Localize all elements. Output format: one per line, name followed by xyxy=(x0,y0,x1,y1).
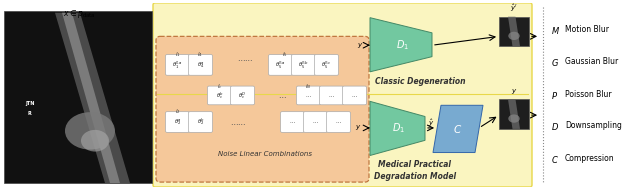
FancyBboxPatch shape xyxy=(319,86,344,105)
Polygon shape xyxy=(370,18,432,72)
Text: $P$: $P$ xyxy=(551,90,558,101)
Text: Classic Degeneration: Classic Degeneration xyxy=(375,77,465,86)
Polygon shape xyxy=(55,13,130,183)
Text: Downsampling: Downsampling xyxy=(565,121,622,130)
Ellipse shape xyxy=(508,32,520,40)
FancyBboxPatch shape xyxy=(269,55,292,75)
Text: $D$: $D$ xyxy=(551,121,559,132)
Bar xyxy=(499,17,529,46)
Text: $l_4$: $l_4$ xyxy=(197,50,203,59)
FancyBboxPatch shape xyxy=(326,112,351,132)
Text: Poisson Blur: Poisson Blur xyxy=(565,90,612,99)
Text: Motion Blur: Motion Blur xyxy=(565,24,609,33)
FancyBboxPatch shape xyxy=(156,36,369,182)
Text: R: R xyxy=(27,111,31,116)
Text: $l_5$: $l_5$ xyxy=(282,50,288,59)
Text: $M$: $M$ xyxy=(551,24,560,36)
Polygon shape xyxy=(508,99,520,129)
Text: $D_1$: $D_1$ xyxy=(392,122,405,135)
FancyBboxPatch shape xyxy=(230,86,255,105)
FancyBboxPatch shape xyxy=(189,55,212,75)
Polygon shape xyxy=(62,13,120,183)
Text: $l_N$: $l_N$ xyxy=(305,82,311,91)
Text: $G$: $G$ xyxy=(551,57,559,68)
Text: $y$: $y$ xyxy=(357,41,363,50)
Text: $\theta_1^{l_1 a}$: $\theta_1^{l_1 a}$ xyxy=(172,59,182,70)
Text: $\theta_5^{l_5 c}$: $\theta_5^{l_5 c}$ xyxy=(321,59,332,70)
Text: Noise Linear Combinations: Noise Linear Combinations xyxy=(218,151,312,157)
FancyBboxPatch shape xyxy=(303,112,328,132)
FancyBboxPatch shape xyxy=(153,3,532,187)
Text: $\cdots$: $\cdots$ xyxy=(278,91,286,100)
Text: $\cdots\cdots$: $\cdots\cdots$ xyxy=(230,117,246,127)
Text: $\theta_2^{b}$: $\theta_2^{b}$ xyxy=(196,117,204,127)
Polygon shape xyxy=(370,101,425,156)
Polygon shape xyxy=(508,17,520,46)
Text: $\cdots\cdots$: $\cdots\cdots$ xyxy=(237,53,253,62)
FancyBboxPatch shape xyxy=(342,86,367,105)
Text: $\cdots$: $\cdots$ xyxy=(328,93,335,98)
Text: $x \in p_{\mathrm{data}}$: $x \in p_{\mathrm{data}}$ xyxy=(63,8,95,20)
Ellipse shape xyxy=(508,114,520,123)
Text: $l_c$: $l_c$ xyxy=(217,82,223,91)
Bar xyxy=(4,11,152,183)
Text: $C$: $C$ xyxy=(453,123,463,135)
Polygon shape xyxy=(433,105,483,153)
FancyBboxPatch shape xyxy=(291,55,316,75)
FancyBboxPatch shape xyxy=(207,86,232,105)
Text: $\theta_5^{l_5 b}$: $\theta_5^{l_5 b}$ xyxy=(298,59,308,70)
Text: $l_2$: $l_2$ xyxy=(175,107,181,116)
Text: $y$: $y$ xyxy=(355,123,361,132)
Text: $\theta_5^{l_5 a}$: $\theta_5^{l_5 a}$ xyxy=(275,59,285,70)
FancyBboxPatch shape xyxy=(166,55,189,75)
Text: $\cdots$: $\cdots$ xyxy=(312,119,319,125)
Text: $\theta_c^{D}$: $\theta_c^{D}$ xyxy=(238,90,246,101)
Bar xyxy=(499,99,529,129)
Text: $\hat{y}'$: $\hat{y}'$ xyxy=(510,2,518,14)
Text: $\cdots$: $\cdots$ xyxy=(305,93,312,98)
Text: JTN: JTN xyxy=(25,101,35,106)
FancyBboxPatch shape xyxy=(296,86,321,105)
Text: Gaussian Blur: Gaussian Blur xyxy=(565,57,618,66)
Text: Compression: Compression xyxy=(565,154,614,163)
Text: $l_1$: $l_1$ xyxy=(175,50,181,59)
Text: $\cdots$: $\cdots$ xyxy=(351,93,358,98)
Text: $\hat{y}$: $\hat{y}$ xyxy=(428,117,434,129)
Text: $\theta_4^{a}$: $\theta_4^{a}$ xyxy=(196,60,204,70)
Text: $y$: $y$ xyxy=(511,88,517,96)
FancyBboxPatch shape xyxy=(166,112,189,132)
Ellipse shape xyxy=(81,130,109,151)
Text: $D_1$: $D_1$ xyxy=(396,38,409,52)
Ellipse shape xyxy=(65,112,115,150)
FancyBboxPatch shape xyxy=(280,112,305,132)
Text: $\theta_c^{b}$: $\theta_c^{b}$ xyxy=(216,90,223,101)
FancyBboxPatch shape xyxy=(314,55,339,75)
Text: $C$: $C$ xyxy=(551,154,559,165)
Text: $\cdots$: $\cdots$ xyxy=(289,119,296,125)
Text: $\theta_2^{a}$: $\theta_2^{a}$ xyxy=(173,117,181,127)
Text: Medical Practical
Degradation Model: Medical Practical Degradation Model xyxy=(374,160,456,180)
Text: $\cdots$: $\cdots$ xyxy=(335,119,342,125)
FancyBboxPatch shape xyxy=(189,112,212,132)
